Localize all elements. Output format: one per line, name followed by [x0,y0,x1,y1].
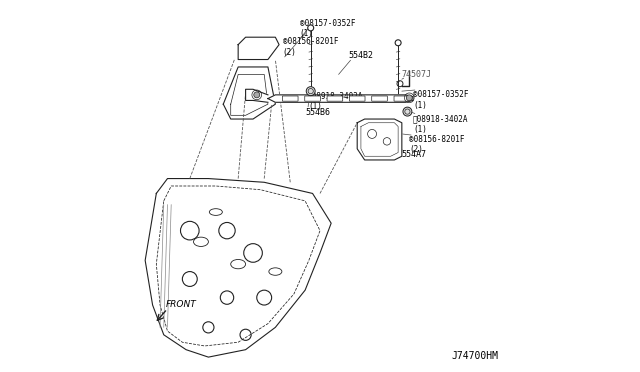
Text: 554B6: 554B6 [306,108,331,117]
Text: FRONT: FRONT [166,300,196,309]
FancyBboxPatch shape [305,96,321,101]
Polygon shape [246,89,268,102]
Circle shape [306,87,315,96]
FancyBboxPatch shape [349,96,365,101]
FancyBboxPatch shape [372,96,387,101]
Text: 554B2: 554B2 [348,51,373,60]
Text: ®08156-8201F
(2): ®08156-8201F (2) [410,135,465,154]
Circle shape [395,40,401,46]
FancyBboxPatch shape [327,96,342,101]
Circle shape [254,92,260,98]
FancyBboxPatch shape [282,96,298,101]
Text: ®08157-0352F
(1): ®08157-0352F (1) [300,19,355,38]
Text: ⓝ08918-3402A
(1): ⓝ08918-3402A (1) [413,114,468,134]
Polygon shape [238,37,279,60]
Circle shape [308,25,314,31]
Text: J74700HM: J74700HM [452,351,499,361]
Text: 74507J: 74507J [401,70,431,79]
Text: ®08157-0352F
(1): ®08157-0352F (1) [413,90,468,110]
Circle shape [403,107,412,116]
Polygon shape [357,119,402,160]
Text: ⓝ08918-3402A
(1): ⓝ08918-3402A (1) [308,92,364,111]
Text: 554A7: 554A7 [401,150,426,159]
Text: ®08156-8201F
(2): ®08156-8201F (2) [283,37,339,57]
Polygon shape [268,95,413,102]
Circle shape [406,95,412,101]
FancyBboxPatch shape [394,96,410,101]
